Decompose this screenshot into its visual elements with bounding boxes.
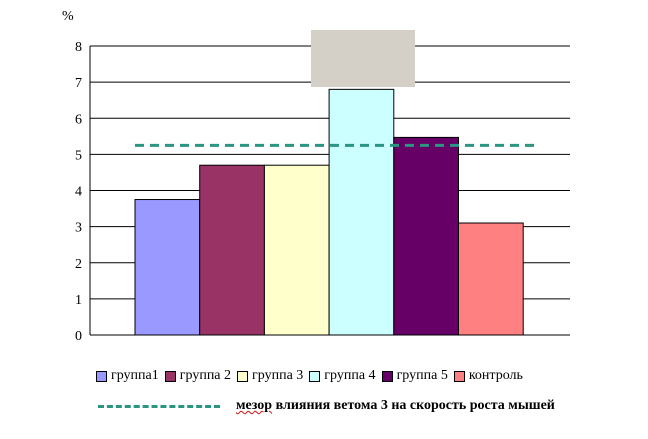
legend-item: группа 4 <box>309 368 376 384</box>
bar <box>328 88 395 336</box>
legend-label: группа 5 <box>396 368 448 383</box>
bar-chart: 0 1 2 3 4 5 6 7 8 % <box>62 9 570 344</box>
legend-label: контроль <box>468 368 523 383</box>
legend-swatch <box>381 370 393 382</box>
y-axis-label: % <box>62 9 74 24</box>
legend-label: группа 4 <box>324 368 376 383</box>
legend-label: группа 3 <box>252 368 304 383</box>
legend-item: группа 2 <box>164 368 232 384</box>
legend-swatch <box>237 370 249 382</box>
y-tick-label: 8 <box>75 40 82 55</box>
legend-item: группа 3 <box>237 368 303 384</box>
reference-note: мезор влияния ветома 3 на скорость роста… <box>98 398 555 414</box>
y-tick-label: 7 <box>75 76 82 91</box>
legend-item: группа1 <box>96 368 159 384</box>
legend-label: группа 2 <box>179 368 232 383</box>
bar <box>263 164 330 336</box>
legend-swatch <box>453 370 465 382</box>
y-tick-label: 0 <box>75 329 82 344</box>
y-tick-labels: 0 1 2 3 4 5 6 7 8 <box>75 40 82 344</box>
y-tick-label: 6 <box>75 112 82 127</box>
legend-label: группа1 <box>111 368 159 383</box>
legend: группа1 группа 2 группа 3 группа 4 группа 5 к… <box>96 368 529 384</box>
y-tick-label: 3 <box>75 221 82 236</box>
note-body: влияния ветома 3 на скорость роста мышей <box>272 398 555 413</box>
overlay-box <box>311 30 415 87</box>
note-prefix: мезор <box>236 398 273 413</box>
y-tick-label: 5 <box>75 148 82 163</box>
y-tick-label: 4 <box>75 185 82 200</box>
reference-note-text: мезор влияния ветома 3 на скорость роста… <box>236 398 555 414</box>
bar <box>199 164 265 336</box>
bar <box>134 199 201 336</box>
y-tick-label: 1 <box>75 293 82 308</box>
reference-dash-sample <box>98 404 220 408</box>
axes <box>89 46 570 336</box>
legend-item: контроль <box>453 368 523 384</box>
legend-swatch <box>309 370 321 382</box>
legend-swatch <box>96 370 107 382</box>
y-tick-label: 2 <box>75 257 82 272</box>
legend-item: группа 5 <box>381 368 448 384</box>
legend-swatch <box>164 370 176 382</box>
bar <box>458 222 524 336</box>
bars <box>134 88 524 336</box>
bar <box>393 136 459 336</box>
